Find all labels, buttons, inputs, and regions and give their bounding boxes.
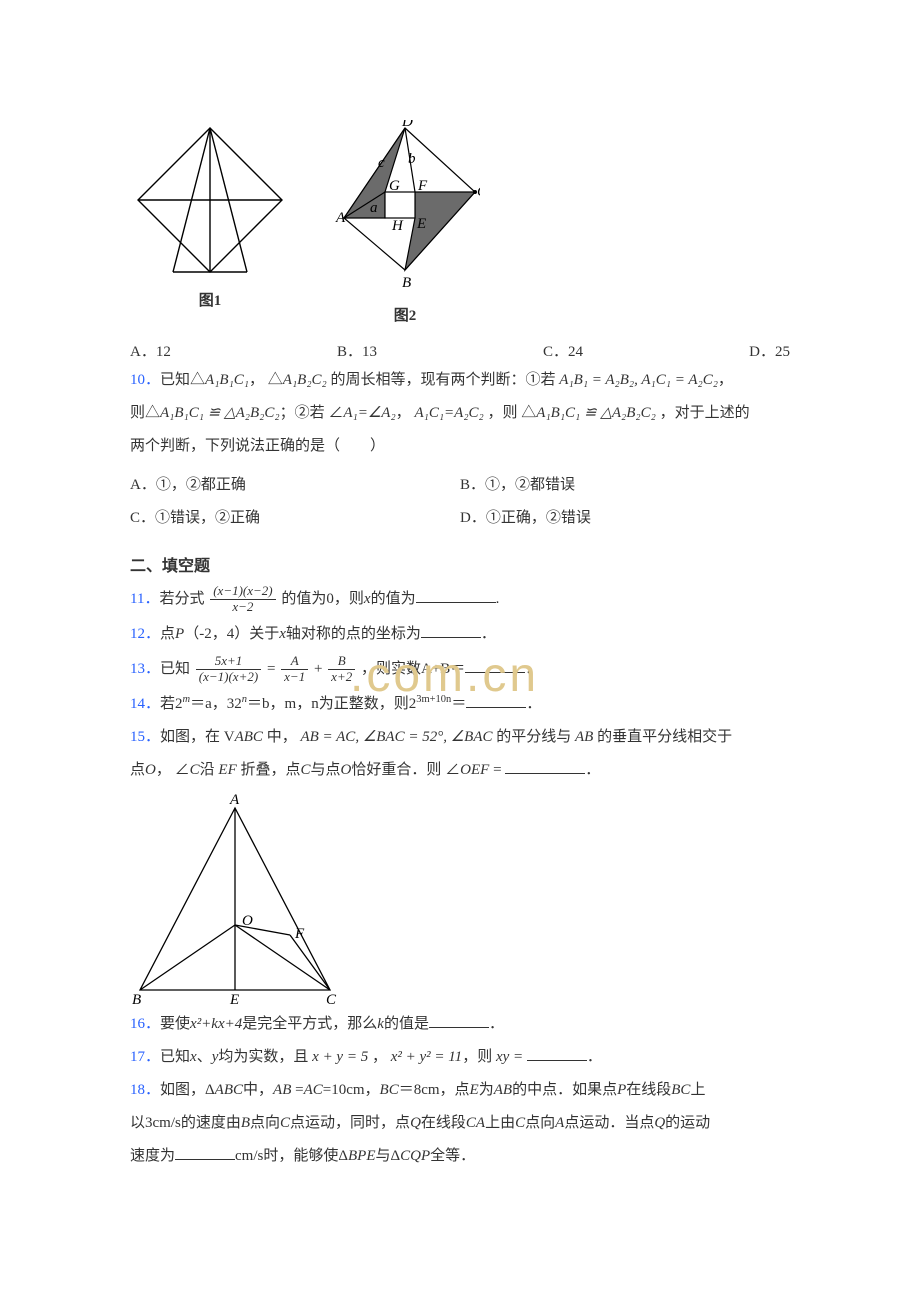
svg-text:O: O (242, 913, 253, 929)
q14-blank (466, 693, 526, 708)
q12: 12．点P（-2，4）关于x轴对称的点的坐标为． (130, 621, 790, 648)
svg-text:E: E (416, 216, 426, 232)
q15: 15．如图，在 VABC 中， AB = AC, ∠BAC = 52°, ∠BA… (130, 724, 790, 751)
q10-line2: 则△A₁B₁C₁ ≌ △A₂B₂C₂；②若 ∠A₁=∠A₂， A₁C₁=A₂C₂… (130, 400, 790, 427)
q9-choice-d: D．25 (749, 340, 790, 361)
q18-blank (175, 1145, 235, 1160)
svg-text:D: D (401, 120, 413, 130)
q15-line2: 点O， ∠C沿 EF 折叠，点C与点O恰好重合．则 ∠OEF = ． (130, 757, 790, 784)
svg-text:b: b (408, 151, 416, 167)
q14: 14．若2m＝a，32n＝b，m，n为正整数，则23m+10n＝． (130, 691, 790, 718)
section-2-title: 二、填空题 (130, 552, 790, 576)
q11: 11．若分式 (x−1)(x−2)x−2 的值为0，则x的值为. (130, 584, 790, 615)
figure-1-caption: 图1 (130, 289, 290, 310)
q17-blank (527, 1046, 587, 1061)
q10-choice-d: D．①正确，②错误 (460, 505, 790, 532)
q13: 13．已知 5x+1(x−1)(x+2) = Ax−1 + Bx+2 ，则实数A… (130, 654, 790, 685)
q13-blank (465, 658, 525, 673)
svg-text:C: C (326, 992, 337, 1005)
q15-blank (505, 759, 585, 774)
q16-blank (429, 1013, 489, 1028)
svg-text:G: G (389, 178, 400, 194)
q18-line3: 速度为cm/s时，能够使ΔBPE与ΔCQP全等． (130, 1143, 790, 1170)
svg-text:a: a (370, 200, 378, 216)
q18: 18．如图，ΔABC中，AB =AC=10cm，BC＝8cm，点E为AB的中点．… (130, 1077, 790, 1104)
q12-blank (421, 623, 481, 638)
q10-choices: A．①，②都正确 C．①错误，②正确 B．①，②都错误 D．①正确，②错误 (130, 466, 790, 538)
q10-num: 10． (130, 372, 160, 388)
q10-line3: 两个判断，下列说法正确的是（ ） (130, 433, 790, 460)
q18-line2: 以3cm/s的速度由B点向C点运动，同时，点Q在线段CA上由C点向A点运动．当点… (130, 1110, 790, 1137)
svg-text:A: A (229, 792, 240, 808)
svg-text:A: A (335, 210, 346, 226)
q9-choices: A．12 B．13 C．24 D．25 (130, 340, 790, 361)
q16: 16．要使x²+kx+4是完全平方式，那么k的值是． (130, 1011, 790, 1038)
q9-choice-b: B．13 (337, 340, 377, 361)
q15-figure: A B C O E F (130, 790, 790, 1005)
figure-1: 图1 (130, 120, 290, 325)
svg-text:B: B (402, 275, 411, 291)
figures-row: 图1 D C A B F E (130, 120, 790, 325)
q9-choice-a: A．12 (130, 340, 171, 361)
q10-choice-b: B．①，②都错误 (460, 472, 790, 499)
q17: 17．已知x、y均为实数，且 x + y = 5 ， x² + y² = 11，… (130, 1044, 790, 1071)
q11-blank (416, 588, 496, 603)
svg-text:H: H (391, 218, 404, 234)
q10: 10．已知△A₁B₁C₁， △A₁B₂C₂ 的周长相等，现有两个判断：①若 A₁… (130, 367, 790, 394)
q10-choice-a: A．①，②都正确 (130, 472, 460, 499)
svg-text:F: F (294, 926, 305, 942)
svg-text:B: B (132, 992, 141, 1005)
q9-choice-c: C．24 (543, 340, 583, 361)
q10-choice-c: C．①错误，②正确 (130, 505, 460, 532)
figure-2: D C A B F E G H a b c 图2 (330, 120, 480, 325)
svg-text:E: E (229, 992, 239, 1005)
svg-text:F: F (417, 178, 428, 194)
figure-2-caption: 图2 (330, 304, 480, 325)
svg-text:c: c (378, 155, 385, 171)
svg-text:C: C (477, 184, 480, 200)
